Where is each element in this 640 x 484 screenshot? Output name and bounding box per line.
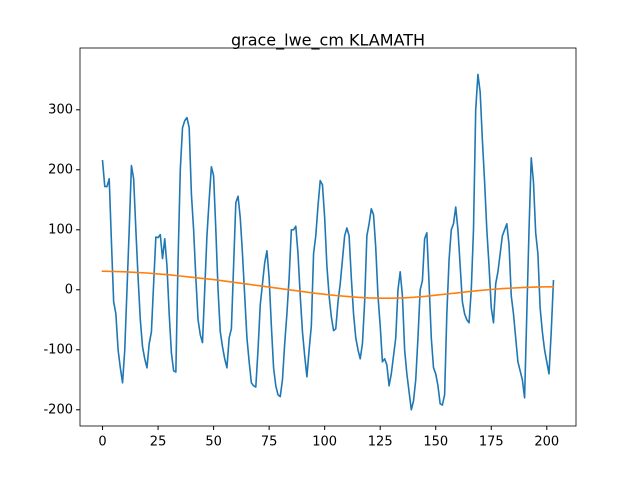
x-tick-label: 50	[205, 435, 222, 450]
chart-title: grace_lwe_cm KLAMATH	[231, 31, 425, 51]
y-tick-label: -200	[43, 402, 73, 417]
x-tick-label: 150	[423, 435, 448, 450]
x-tick-label: 200	[534, 435, 559, 450]
plot-frame	[79, 47, 577, 427]
x-tick-label: 75	[261, 435, 278, 450]
x-tick-label: 175	[479, 435, 504, 450]
y-tick-label: 200	[48, 162, 73, 177]
y-tick-label: 300	[48, 102, 73, 117]
x-tick-label: 125	[368, 435, 393, 450]
x-tick-label: 0	[98, 435, 106, 450]
y-tick-label: -100	[43, 342, 73, 357]
data-line	[101, 73, 555, 411]
y-tick-label: 0	[65, 282, 73, 297]
x-tick-label: 25	[150, 435, 167, 450]
y-tick-label: 100	[48, 222, 73, 237]
x-tick-label: 100	[312, 435, 337, 450]
data-line	[101, 270, 555, 299]
